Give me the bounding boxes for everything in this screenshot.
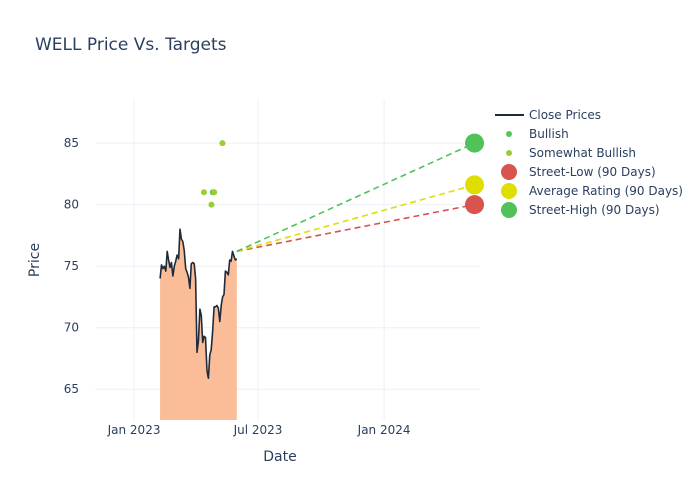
analyst-ratings	[200, 140, 226, 208]
target-marker	[465, 175, 485, 195]
legend-marker-swatch	[501, 164, 517, 180]
legend-item: Close Prices	[495, 108, 601, 122]
y-tick-label: 70	[64, 321, 79, 335]
target-markers	[465, 133, 485, 215]
target-line	[236, 142, 475, 253]
target-marker	[465, 133, 485, 153]
y-tick-label: 75	[64, 259, 79, 273]
x-axis-label: Date	[263, 449, 296, 465]
legend-label: Average Rating (90 Days)	[529, 184, 683, 198]
legend-item: Bullish	[506, 127, 569, 141]
x-tick-label: Jul 2023	[233, 423, 283, 437]
legend: Close Prices Bullish Somewhat Bullish Stree…	[495, 108, 683, 218]
x-tick-label: Jan 2023	[107, 423, 161, 437]
somewhat-bullish-point	[219, 140, 226, 147]
y-tick-label: 65	[64, 382, 79, 396]
target-line	[236, 184, 475, 253]
legend-marker-swatch	[501, 202, 517, 218]
target-projection-lines	[236, 142, 475, 253]
legend-dot-swatch	[506, 150, 512, 156]
legend-item: Somewhat Bullish	[506, 146, 636, 160]
close-price-line	[159, 228, 238, 379]
legend-label: Street-Low (90 Days)	[529, 165, 656, 179]
grid-lines	[95, 100, 480, 420]
legend-marker-swatch	[501, 183, 517, 199]
close-price-series	[159, 228, 238, 379]
close-price-area	[160, 229, 237, 420]
legend-item: Street-Low (90 Days)	[501, 164, 656, 180]
y-axis-label: Price	[27, 243, 43, 277]
legend-label: Somewhat Bullish	[529, 146, 636, 160]
chart-title: WELL Price Vs. Targets	[35, 35, 227, 55]
legend-item: Street-High (90 Days)	[501, 202, 660, 218]
legend-label: Close Prices	[529, 108, 601, 122]
somewhat-bullish-point	[211, 189, 218, 196]
x-tick-label: Jan 2024	[357, 423, 411, 437]
target-marker	[465, 195, 485, 215]
legend-dot-swatch	[506, 131, 512, 137]
y-tick-label: 85	[64, 136, 79, 150]
x-axis-ticks: Jan 2023 Jul 2023 Jan 2024	[107, 423, 411, 437]
somewhat-bullish-point	[200, 189, 207, 196]
legend-item: Average Rating (90 Days)	[501, 183, 683, 199]
somewhat-bullish-point	[208, 201, 215, 208]
close-price-fill	[160, 229, 237, 420]
target-line	[236, 203, 475, 253]
y-axis-ticks: 65 70 75 80 85	[64, 136, 79, 396]
y-tick-label: 80	[64, 198, 79, 212]
legend-label: Bullish	[529, 127, 569, 141]
legend-label: Street-High (90 Days)	[529, 203, 660, 217]
